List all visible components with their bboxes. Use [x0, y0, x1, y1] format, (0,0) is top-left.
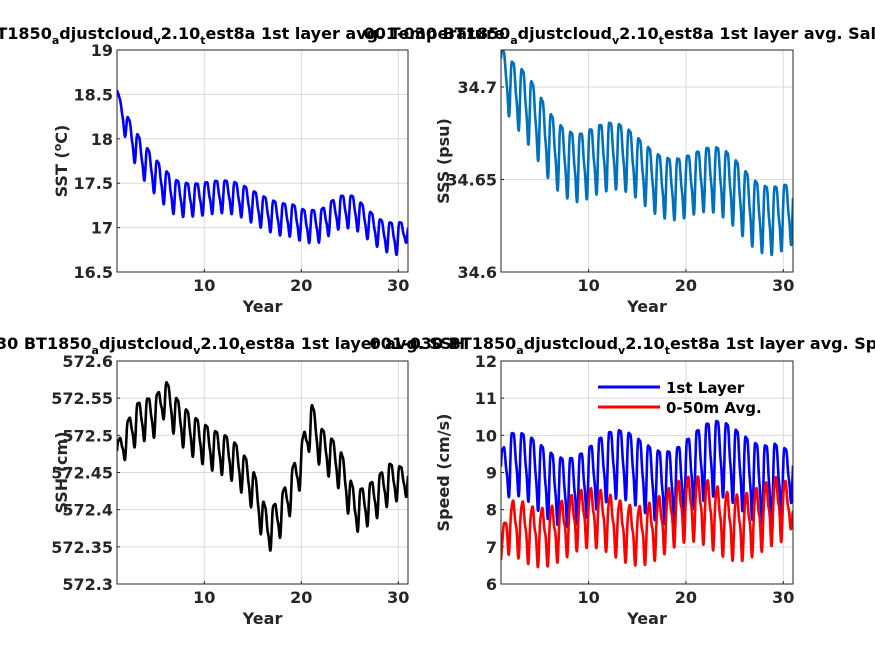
legend-entry: 1st Layer: [666, 379, 745, 397]
title-subscript: a: [516, 344, 523, 357]
title-part: 2.10: [625, 334, 664, 353]
title-part: 2.10: [619, 24, 658, 43]
title-part: djustcloud: [59, 24, 153, 43]
y-tick-label: 34.6: [458, 263, 497, 282]
y-tick-label: 8: [486, 501, 497, 520]
y-tick-label: 17.5: [74, 174, 113, 193]
title-subscript: t: [665, 344, 670, 357]
title-subscript: v: [154, 34, 162, 47]
y-axis-label: SSH (cm): [52, 431, 71, 513]
title-part: est8a 1st layer avg. Speed: [670, 334, 875, 353]
title-part: djustcloud: [99, 334, 193, 353]
y-tick-label: 572.5: [62, 426, 113, 445]
panel-sst: 10 20 30 16.5 17 17.5 18 18.5 19 Year SST (oC) 001-…: [0, 24, 505, 316]
panel-ssh: 10 20 30 572.3 572.35 572.4 572.45 572.5 572.55 5…: [0, 334, 465, 628]
y-tick-label: 17: [91, 219, 113, 238]
y-tick-label: 34.65: [446, 171, 497, 190]
y-axis-label: SST (oC): [51, 125, 71, 198]
x-tick-label: 20: [675, 588, 697, 607]
title-subscript: a: [92, 344, 99, 357]
x-tick-label: 20: [290, 276, 312, 295]
axes-frame: [116, 360, 409, 585]
title-part: 001-030 BT1850: [370, 334, 517, 353]
x-tick-label: 30: [387, 588, 409, 607]
y-tick-label: 19: [91, 41, 113, 60]
title-part: djustcloud: [524, 334, 618, 353]
title-subscript: a: [510, 34, 517, 47]
panel-sss: 10 20 30 34.6 34.65 34.7 Year SSS (psu) 001-030 …: [364, 24, 875, 316]
x-axis-label: Year: [626, 297, 667, 316]
y-tick-label: 7: [486, 538, 497, 557]
x-tick-label: 30: [772, 276, 794, 295]
chart-title: 001-030 BT1850adjustcloudv2.10test8a 1st…: [0, 24, 505, 47]
axes-frame: [500, 360, 794, 585]
x-tick-label: 30: [387, 276, 409, 295]
series-line: [117, 380, 408, 552]
title-subscript: t: [240, 344, 245, 357]
title-subscript: a: [52, 34, 59, 47]
y-label-superscript: o: [51, 143, 64, 151]
title-part: 2.10: [200, 334, 239, 353]
y-tick-label: 18: [91, 130, 113, 149]
title-subscript: v: [612, 34, 620, 47]
y-tick-label: 12: [475, 352, 497, 371]
title-part: est8a 1st layer avg. SSH: [245, 334, 465, 353]
title-part: 2.10: [161, 24, 200, 43]
chart-title: 001-030 BT1850adjustcloudv2.10test8a 1st…: [0, 334, 465, 357]
title-part: 001-030 BT1850: [0, 24, 52, 43]
y-label-part: C): [52, 125, 71, 144]
x-tick-label: 10: [577, 276, 599, 295]
title-subscript: v: [618, 344, 626, 357]
axes-frame: [116, 49, 409, 273]
chart-title: 001-030 BT1850adjustcloudv2.10test8a 1st…: [364, 24, 875, 47]
series-line: [501, 50, 793, 257]
y-axis-label: SSS (psu): [434, 118, 453, 204]
y-tick-label: 572.55: [51, 389, 113, 408]
y-tick-label: 572.35: [51, 538, 113, 557]
x-tick-label: 10: [193, 588, 215, 607]
y-tick-label: 572.45: [51, 464, 113, 483]
title-part: 001-030 BT1850: [364, 24, 511, 43]
y-tick-label: 16.5: [74, 263, 113, 282]
title-subscript: t: [200, 34, 205, 47]
x-tick-label: 10: [577, 588, 599, 607]
x-tick-label: 10: [193, 276, 215, 295]
x-axis-label: Year: [626, 609, 667, 628]
y-tick-label: 572.6: [62, 352, 113, 371]
x-tick-label: 20: [290, 588, 312, 607]
title-subscript: v: [193, 344, 201, 357]
y-tick-label: 572.4: [62, 501, 113, 520]
panel-speed: 10 20 30 6 7 8 9 10 11 12 Year Speed (cm/s) 001-030 …: [370, 334, 875, 628]
y-tick-label: 34.7: [458, 78, 497, 97]
y-tick-label: 9: [486, 464, 497, 483]
series-line: [117, 89, 408, 257]
y-axis-label: Speed (cm/s): [434, 414, 453, 532]
title-subscript: t: [659, 34, 664, 47]
title-part: est8a 1st layer avg. Salinity: [664, 24, 875, 43]
chart-title: 001-030 BT1850adjustcloudv2.10test8a 1st…: [370, 334, 875, 357]
series-line: [501, 419, 793, 529]
title-part: est8a 1st layer avg. Temperature: [205, 24, 504, 43]
title-part: djustcloud: [518, 24, 612, 43]
x-tick-label: 30: [772, 588, 794, 607]
plot-area: [117, 50, 408, 272]
x-axis-label: Year: [242, 297, 283, 316]
y-tick-label: 6: [486, 575, 497, 594]
y-tick-label: 10: [475, 426, 497, 445]
axes-frame: [500, 49, 794, 273]
legend-entry: 0-50m Avg.: [666, 399, 762, 417]
y-tick-label: 18.5: [74, 85, 113, 104]
x-axis-label: Year: [242, 609, 283, 628]
y-tick-label: 11: [475, 389, 497, 408]
y-tick-label: 572.3: [62, 575, 113, 594]
title-part: 001-030 BT1850: [0, 334, 92, 353]
x-tick-label: 20: [675, 276, 697, 295]
y-label-part: SST (: [52, 151, 71, 197]
series-line: [501, 475, 793, 569]
